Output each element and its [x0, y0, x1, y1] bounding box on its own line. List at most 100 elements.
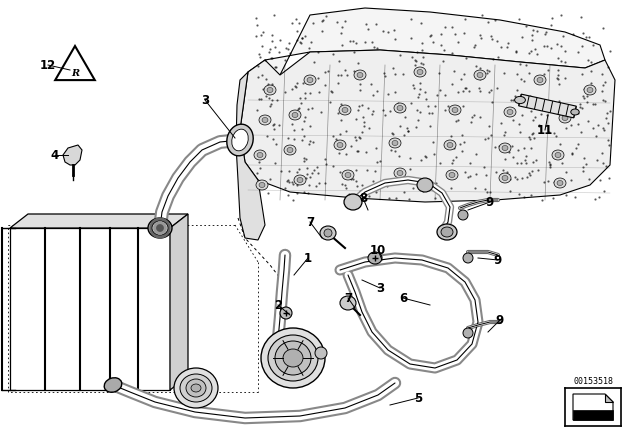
- Ellipse shape: [232, 129, 248, 151]
- Polygon shape: [519, 94, 576, 118]
- Ellipse shape: [559, 113, 571, 123]
- Text: 3: 3: [376, 281, 384, 294]
- Ellipse shape: [447, 142, 453, 147]
- Ellipse shape: [458, 210, 468, 220]
- Ellipse shape: [449, 105, 461, 115]
- Ellipse shape: [152, 221, 168, 235]
- Ellipse shape: [334, 140, 346, 150]
- Ellipse shape: [180, 374, 212, 402]
- Text: 9: 9: [494, 254, 502, 267]
- Ellipse shape: [441, 227, 453, 237]
- Ellipse shape: [337, 142, 343, 147]
- Circle shape: [157, 224, 163, 232]
- Ellipse shape: [571, 109, 579, 115]
- Ellipse shape: [389, 138, 401, 148]
- Ellipse shape: [315, 347, 327, 359]
- Ellipse shape: [340, 296, 356, 310]
- Ellipse shape: [587, 87, 593, 92]
- Ellipse shape: [584, 85, 596, 95]
- Text: 9: 9: [486, 195, 494, 208]
- Ellipse shape: [463, 328, 473, 338]
- Text: R: R: [71, 69, 79, 78]
- Ellipse shape: [477, 73, 483, 78]
- Ellipse shape: [357, 73, 363, 78]
- Ellipse shape: [283, 349, 303, 367]
- Text: 9: 9: [496, 314, 504, 327]
- Polygon shape: [63, 145, 82, 165]
- Polygon shape: [573, 394, 613, 420]
- Ellipse shape: [268, 335, 318, 381]
- Ellipse shape: [191, 384, 201, 392]
- Ellipse shape: [307, 78, 313, 82]
- Text: 11: 11: [537, 124, 553, 137]
- Text: 3: 3: [201, 94, 209, 107]
- Ellipse shape: [394, 168, 406, 178]
- Ellipse shape: [394, 103, 406, 113]
- Polygon shape: [605, 394, 613, 402]
- Ellipse shape: [264, 85, 276, 95]
- Ellipse shape: [267, 87, 273, 92]
- Ellipse shape: [515, 96, 525, 103]
- Ellipse shape: [507, 109, 513, 115]
- Ellipse shape: [342, 108, 348, 112]
- Ellipse shape: [320, 226, 336, 240]
- Ellipse shape: [174, 368, 218, 408]
- Ellipse shape: [259, 115, 271, 125]
- Polygon shape: [573, 410, 613, 420]
- Circle shape: [150, 218, 170, 238]
- Ellipse shape: [292, 112, 298, 117]
- Ellipse shape: [324, 229, 332, 237]
- Ellipse shape: [417, 178, 433, 192]
- Ellipse shape: [275, 341, 311, 375]
- Ellipse shape: [344, 194, 362, 210]
- Ellipse shape: [417, 69, 423, 74]
- Ellipse shape: [287, 147, 293, 152]
- Ellipse shape: [502, 146, 508, 151]
- Ellipse shape: [444, 140, 456, 150]
- Ellipse shape: [437, 224, 457, 240]
- Ellipse shape: [414, 67, 426, 77]
- Ellipse shape: [452, 108, 458, 112]
- Text: 10: 10: [370, 244, 386, 257]
- Ellipse shape: [397, 171, 403, 176]
- Ellipse shape: [537, 78, 543, 82]
- Polygon shape: [240, 50, 615, 202]
- Polygon shape: [236, 72, 265, 240]
- Text: 00153518: 00153518: [573, 376, 613, 385]
- Ellipse shape: [474, 70, 486, 80]
- Ellipse shape: [354, 70, 366, 80]
- Ellipse shape: [186, 379, 206, 397]
- Text: 2: 2: [274, 298, 282, 311]
- Text: 12: 12: [40, 59, 56, 72]
- Ellipse shape: [280, 307, 292, 319]
- Text: 5: 5: [414, 392, 422, 405]
- Ellipse shape: [534, 75, 546, 85]
- Text: 7: 7: [344, 292, 352, 305]
- Ellipse shape: [262, 117, 268, 122]
- Ellipse shape: [304, 75, 316, 85]
- Polygon shape: [248, 8, 605, 80]
- Ellipse shape: [345, 172, 351, 177]
- Ellipse shape: [446, 170, 458, 180]
- Ellipse shape: [557, 181, 563, 185]
- Ellipse shape: [297, 177, 303, 182]
- Ellipse shape: [259, 182, 265, 188]
- Ellipse shape: [342, 170, 354, 180]
- Ellipse shape: [148, 218, 172, 238]
- Ellipse shape: [104, 378, 122, 392]
- Ellipse shape: [552, 150, 564, 160]
- Text: 4: 4: [51, 148, 59, 161]
- Ellipse shape: [449, 172, 455, 177]
- Ellipse shape: [499, 173, 511, 183]
- Ellipse shape: [257, 152, 263, 158]
- Text: 8: 8: [359, 191, 367, 204]
- Ellipse shape: [397, 105, 403, 111]
- Ellipse shape: [294, 175, 306, 185]
- Polygon shape: [170, 214, 188, 390]
- Text: 1: 1: [304, 251, 312, 264]
- Ellipse shape: [499, 143, 511, 153]
- Ellipse shape: [284, 145, 296, 155]
- Ellipse shape: [554, 178, 566, 188]
- Ellipse shape: [261, 328, 325, 388]
- Ellipse shape: [562, 116, 568, 121]
